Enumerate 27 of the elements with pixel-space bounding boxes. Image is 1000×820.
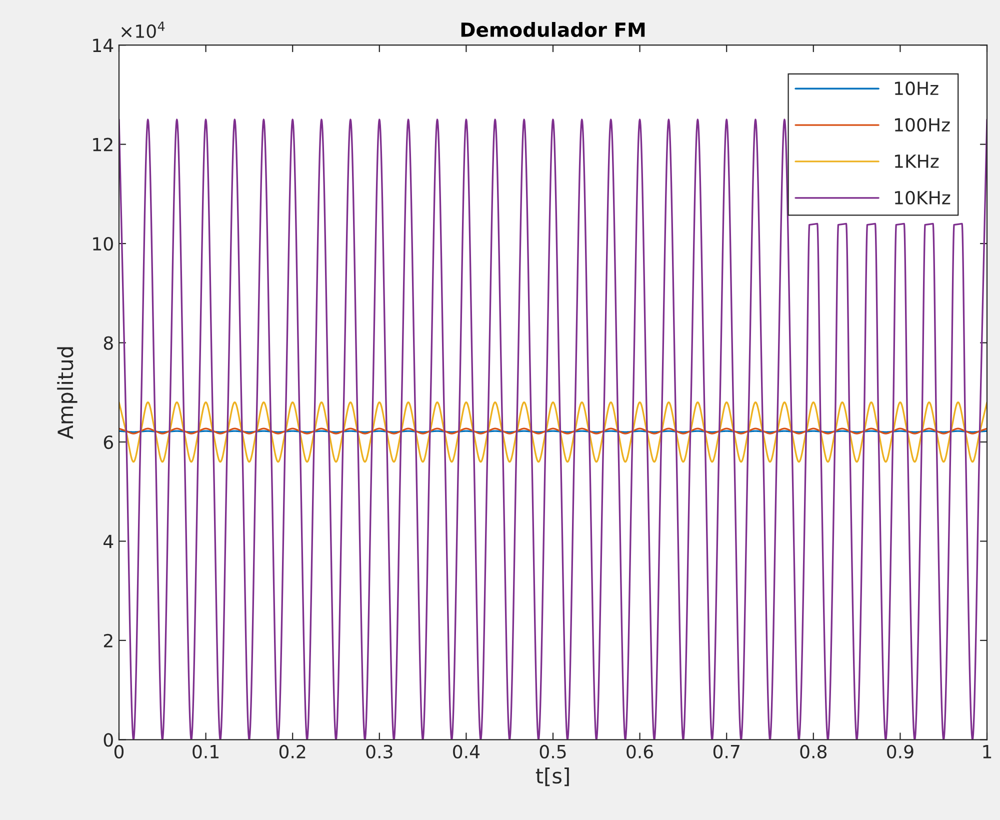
x-tick-label: 0.6	[626, 744, 654, 758]
legend-label: 100Hz	[895, 118, 950, 132]
y-tick-label: 14	[93, 38, 114, 52]
y-tick-label: 0	[104, 733, 113, 747]
x-tick-label: 0.2	[279, 744, 306, 758]
x-tick-label: 0.3	[366, 744, 392, 758]
y-tick-label: 6	[104, 435, 113, 450]
legend-label: 10KHz	[895, 190, 950, 204]
x-tick-label: 0.5	[540, 744, 566, 758]
y-tick-label: 4	[104, 534, 114, 548]
y-tick-label: 10	[93, 237, 113, 251]
y-tick-label: 2	[104, 634, 112, 648]
x-tick-label: 0.4	[453, 744, 480, 758]
x-tick-label: 0.9	[887, 744, 914, 758]
text: ×10$^{4}$	[121, 22, 165, 38]
legend-label: 1KHz	[895, 154, 939, 168]
x-tick-label: 1	[983, 745, 992, 758]
x-tick-label: 0.8	[800, 744, 827, 758]
legend-label: 10Hz	[895, 82, 938, 96]
x-tick-label: 0	[114, 744, 124, 758]
chart-title: Demodulador FM	[461, 22, 645, 38]
x-tick-label: 0.7	[713, 744, 740, 758]
y-tick-label: 12	[93, 138, 112, 152]
y-axis-title: Amplitud	[57, 347, 78, 440]
x-axis-title: t[s]	[536, 768, 569, 786]
y-tick-label: 8	[104, 336, 113, 350]
x-tick-label: 0.1	[192, 744, 218, 758]
